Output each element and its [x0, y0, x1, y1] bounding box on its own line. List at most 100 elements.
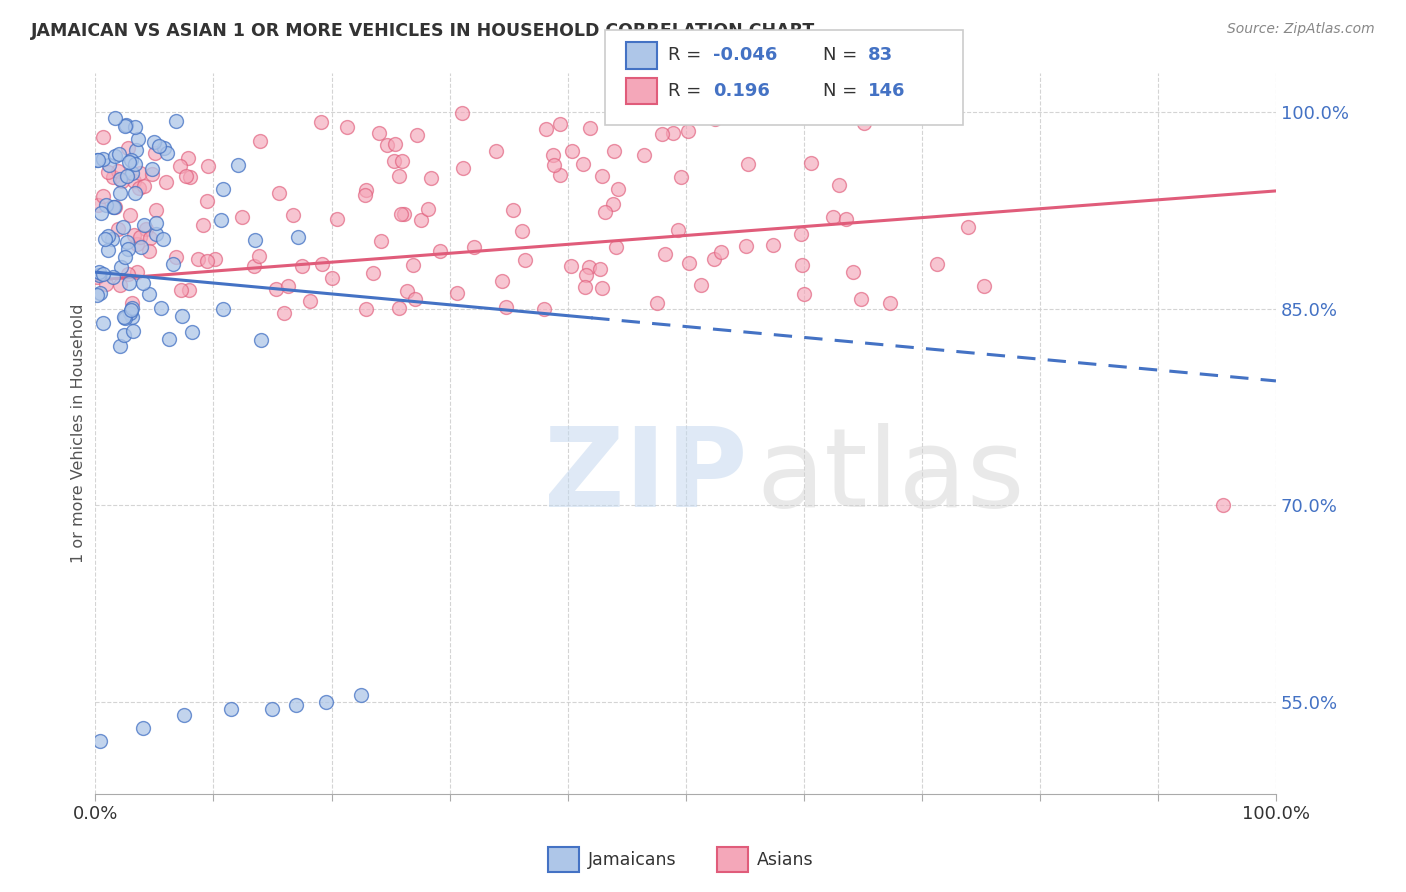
- Point: [121, 301, 143, 315]
- Point: [128, 181, 150, 195]
- Point: [118, 306, 141, 320]
- Point: [605, 240, 627, 254]
- Point: [603, 145, 626, 159]
- Point: [416, 202, 439, 216]
- Point: [197, 254, 219, 268]
- Point: [145, 215, 167, 229]
- Point: [548, 168, 571, 182]
- Point: [117, 169, 139, 184]
- Point: [120, 207, 142, 221]
- Point: [927, 257, 949, 271]
- Point: [93, 232, 115, 246]
- Point: [148, 139, 170, 153]
- Point: [269, 186, 291, 200]
- Point: [495, 300, 517, 314]
- Point: [463, 240, 485, 254]
- Point: [451, 106, 474, 120]
- Point: [336, 120, 359, 134]
- Point: [107, 164, 129, 178]
- Point: [122, 174, 145, 188]
- Point: [384, 136, 406, 151]
- Point: [124, 186, 146, 200]
- Point: [132, 277, 155, 291]
- Point: [852, 115, 875, 129]
- Point: [574, 280, 596, 294]
- Point: [973, 278, 995, 293]
- Point: [703, 252, 725, 267]
- Point: [451, 161, 474, 175]
- Point: [104, 111, 127, 125]
- Point: [737, 157, 759, 171]
- Point: [243, 233, 266, 247]
- Point: [1212, 499, 1234, 513]
- Point: [273, 306, 295, 320]
- Point: [93, 317, 115, 331]
- Point: [821, 210, 844, 224]
- Point: [103, 270, 125, 285]
- Point: [572, 157, 595, 171]
- Point: [309, 114, 332, 128]
- Point: [156, 145, 179, 160]
- Point: [117, 141, 139, 155]
- Point: [510, 224, 533, 238]
- Point: [101, 170, 124, 185]
- Text: N =: N =: [823, 46, 856, 64]
- Point: [87, 265, 110, 279]
- Point: [591, 281, 613, 295]
- Point: [392, 207, 415, 221]
- Point: [321, 271, 343, 285]
- Point: [89, 268, 111, 283]
- Point: [129, 240, 152, 254]
- Point: [101, 232, 124, 246]
- Point: [134, 178, 156, 193]
- Point: [122, 228, 145, 243]
- Point: [173, 708, 195, 723]
- Point: [382, 153, 405, 168]
- Point: [368, 126, 391, 140]
- Point: [108, 186, 131, 200]
- Point: [593, 205, 616, 219]
- Point: [502, 203, 524, 218]
- Point: [800, 156, 823, 170]
- Point: [575, 268, 598, 282]
- Point: [264, 282, 287, 296]
- Point: [121, 166, 143, 180]
- Point: [86, 288, 108, 302]
- Point: [115, 118, 138, 132]
- Point: [560, 259, 582, 273]
- Point: [128, 230, 150, 244]
- Point: [128, 166, 150, 180]
- Point: [108, 172, 131, 186]
- Point: [118, 155, 141, 169]
- Point: [112, 310, 135, 324]
- Point: [125, 143, 148, 157]
- Text: 83: 83: [868, 46, 893, 64]
- Point: [654, 246, 676, 260]
- Point: [87, 153, 110, 168]
- Point: [125, 265, 148, 279]
- Point: [515, 253, 537, 268]
- Point: [793, 287, 815, 301]
- Point: [127, 132, 149, 146]
- Point: [277, 278, 299, 293]
- Text: atlas: atlas: [756, 423, 1025, 530]
- Point: [388, 301, 411, 315]
- Point: [285, 698, 308, 712]
- Text: ZIP: ZIP: [544, 423, 748, 530]
- Point: [195, 194, 218, 209]
- Point: [104, 200, 127, 214]
- Point: [602, 197, 624, 211]
- Point: [404, 292, 426, 306]
- Point: [93, 189, 115, 203]
- Point: [666, 223, 689, 237]
- Point: [131, 721, 153, 735]
- Point: [112, 328, 135, 343]
- Point: [152, 141, 174, 155]
- Point: [97, 244, 120, 258]
- Point: [842, 265, 865, 279]
- Point: [141, 167, 163, 181]
- Point: [91, 153, 114, 167]
- Point: [689, 278, 711, 293]
- Point: [138, 244, 160, 259]
- Point: [177, 283, 200, 297]
